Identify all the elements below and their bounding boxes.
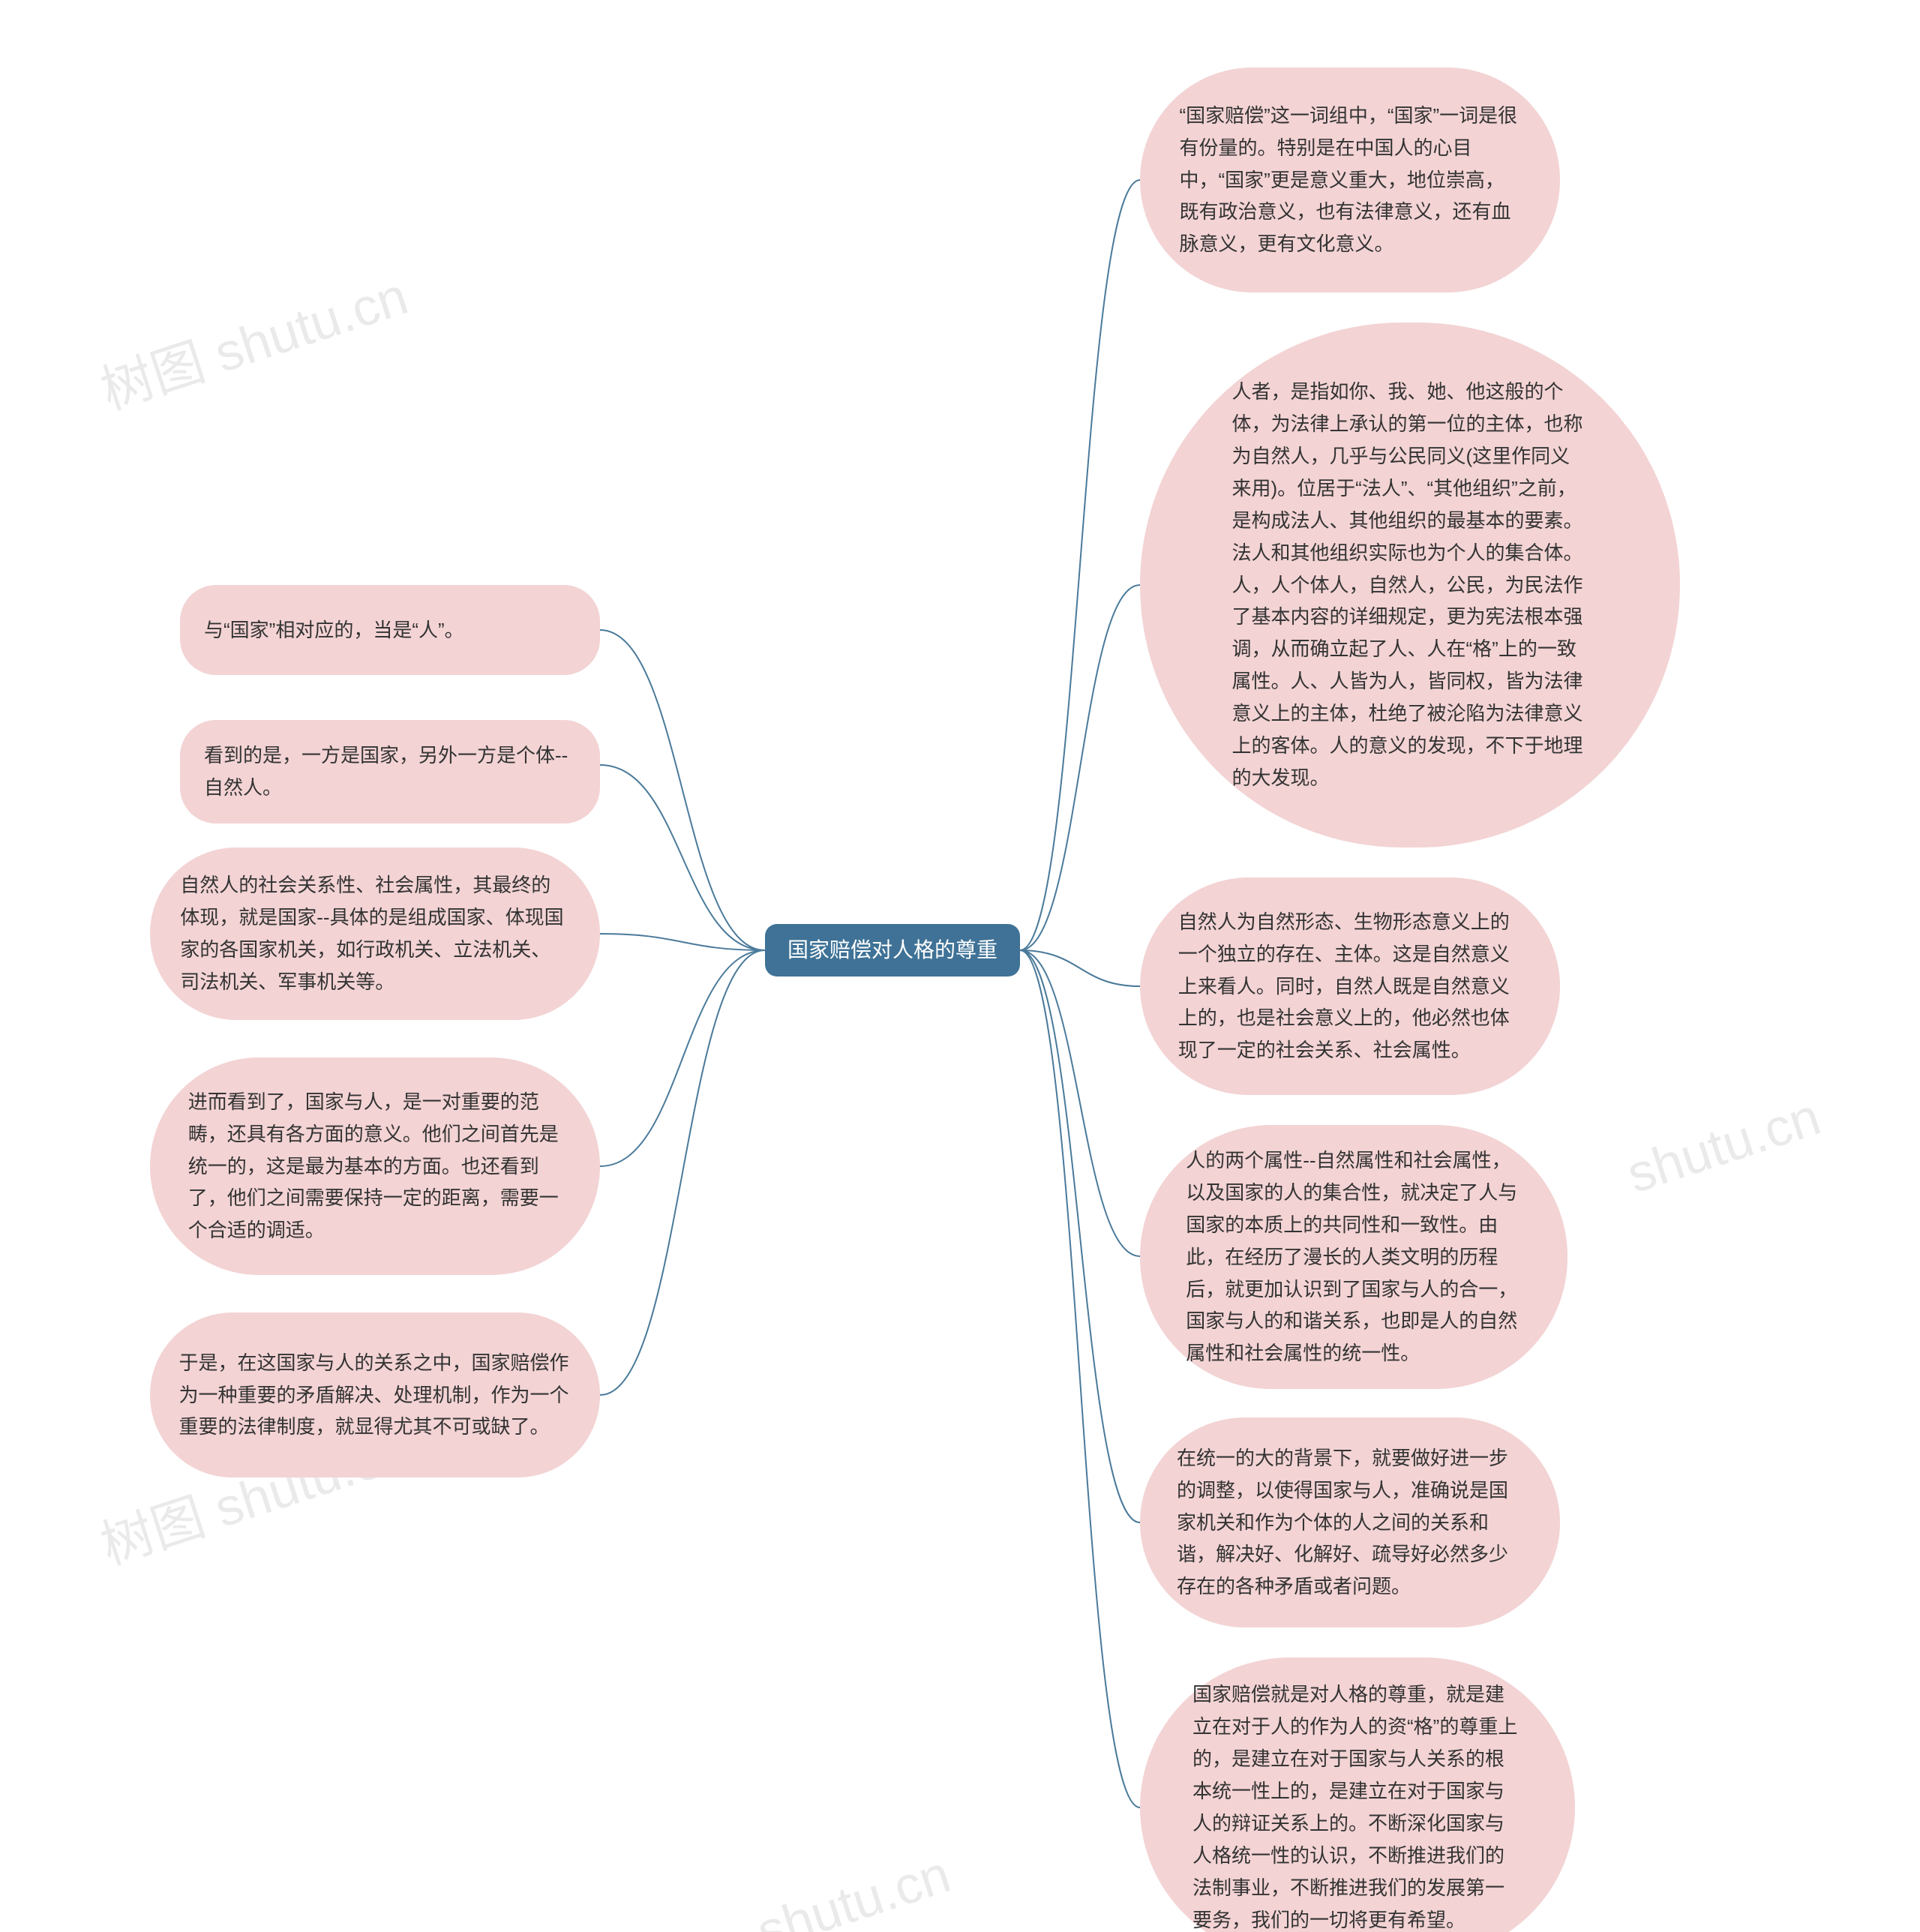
left-node-4[interactable]: 进而看到了，国家与人，是一对重要的范畴，还具有各方面的意义。他们之间首先是统一的… bbox=[150, 1058, 600, 1275]
right-node-3[interactable]: 自然人为自然形态、生物形态意义上的一个独立的存在、主体。这是自然意义上来看人。同… bbox=[1140, 878, 1560, 1095]
center-topic[interactable]: 国家赔偿对人格的尊重 bbox=[765, 924, 1020, 976]
left-node-3[interactable]: 自然人的社会关系性、社会属性，其最终的体现，就是国家--具体的是组成国家、体现国… bbox=[150, 848, 600, 1020]
right-node-2[interactable]: 人者，是指如你、我、她、他这般的个体，为法律上承认的第一位的主体，也称为自然人，… bbox=[1140, 322, 1680, 848]
right-node-4[interactable]: 人的两个属性--自然属性和社会属性，以及国家的人的集合性，就决定了人与国家的本质… bbox=[1140, 1125, 1568, 1389]
watermark: shutu.cn bbox=[1620, 1086, 1827, 1204]
watermark: shutu.cn bbox=[750, 1844, 957, 1932]
right-node-1[interactable]: “国家赔偿”这一词组中，“国家”一词是很有份量的。特别是在中国人的心目中，“国家… bbox=[1140, 68, 1560, 292]
mindmap-canvas: 树图 shutu.cnu.cnshutu.cn树图 shutu.cnshutu.… bbox=[0, 0, 1920, 1932]
left-node-1[interactable]: 与“国家”相对应的，当是“人”。 bbox=[180, 585, 600, 675]
right-node-5[interactable]: 在统一的大的背景下，就要做好进一步的调整，以使得国家与人，准确说是国家机关和作为… bbox=[1140, 1418, 1560, 1628]
left-node-5[interactable]: 于是，在这国家与人的关系之中，国家赔偿作为一种重要的矛盾解决、处理机制，作为一个… bbox=[150, 1312, 600, 1478]
watermark: 树图 shutu.cn bbox=[90, 254, 416, 424]
right-node-6[interactable]: 国家赔偿就是对人格的尊重，就是建立在对于人的作为人的资“格”的尊重上的，是建立在… bbox=[1140, 1658, 1575, 1932]
left-node-2[interactable]: 看到的是，一方是国家，另外一方是个体--自然人。 bbox=[180, 720, 600, 824]
